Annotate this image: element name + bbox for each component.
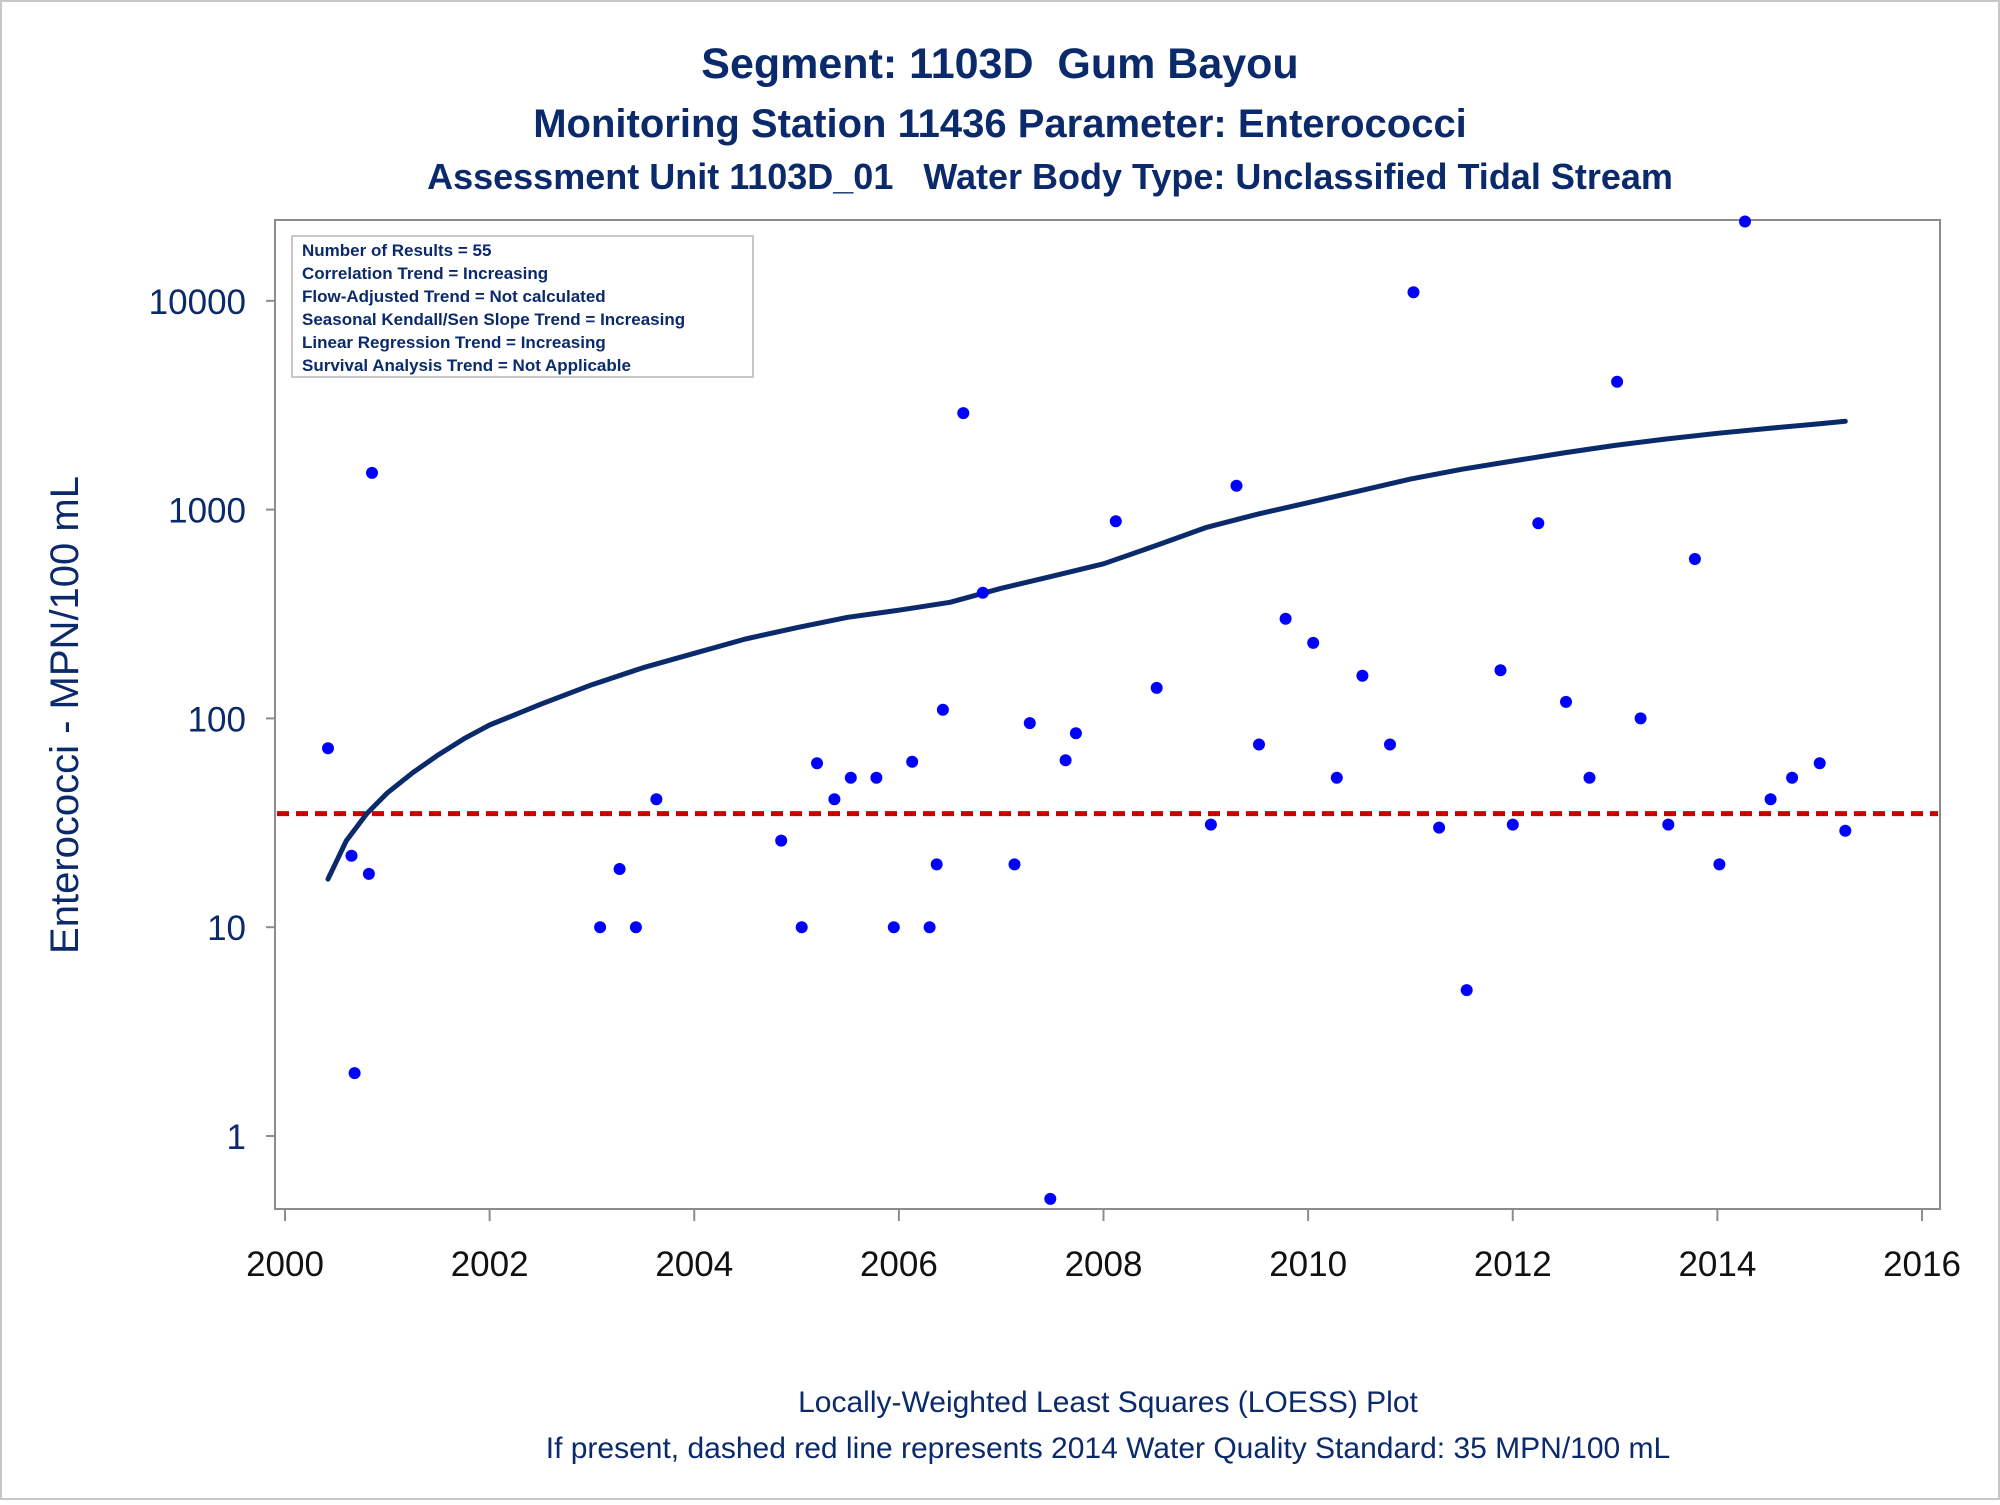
x-tick-label: 2000 bbox=[246, 1245, 324, 1284]
y-tick-label: 100 bbox=[188, 700, 246, 739]
data-point bbox=[923, 921, 936, 934]
data-point bbox=[1713, 858, 1726, 871]
data-point bbox=[1356, 669, 1369, 682]
data-points bbox=[322, 215, 1852, 1205]
data-point bbox=[844, 771, 857, 784]
data-point bbox=[345, 849, 358, 862]
data-point bbox=[1059, 754, 1072, 767]
data-point bbox=[1307, 636, 1320, 649]
data-point bbox=[1813, 757, 1826, 770]
x-axis: 2000 2002 2004 2006 2008 2010 2012 2014 2016 bbox=[246, 1209, 1961, 1284]
legend-line-4: Seasonal Kendall/Sen Slope Trend = Incre… bbox=[302, 310, 685, 329]
data-point bbox=[1583, 771, 1596, 784]
data-point bbox=[976, 586, 989, 599]
data-point bbox=[1230, 479, 1243, 492]
data-point bbox=[1662, 818, 1675, 831]
x-tick-label: 2004 bbox=[655, 1245, 733, 1284]
data-point bbox=[1560, 695, 1572, 708]
y-tick-label: 1 bbox=[227, 1118, 246, 1157]
data-point bbox=[366, 466, 378, 479]
data-point bbox=[1407, 286, 1420, 299]
data-point bbox=[1150, 681, 1163, 694]
data-point bbox=[957, 407, 970, 420]
legend-line-5: Linear Regression Trend = Increasing bbox=[302, 333, 606, 352]
data-point bbox=[362, 867, 375, 880]
x-tick-label: 2010 bbox=[1269, 1245, 1347, 1284]
data-point bbox=[348, 1067, 361, 1080]
data-point bbox=[1494, 664, 1507, 677]
data-point bbox=[1634, 712, 1647, 725]
data-point bbox=[870, 771, 883, 784]
y-tick-label: 10 bbox=[207, 909, 246, 948]
data-point bbox=[650, 793, 663, 806]
x-tick-label: 2016 bbox=[1883, 1245, 1961, 1284]
data-point bbox=[1204, 818, 1217, 831]
data-point bbox=[775, 834, 788, 847]
data-point bbox=[629, 921, 642, 934]
data-point bbox=[1253, 738, 1265, 751]
data-point bbox=[1109, 515, 1122, 528]
legend-line-1: Number of Results = 55 bbox=[302, 241, 491, 260]
legend-line-2: Correlation Trend = Increasing bbox=[302, 264, 548, 283]
data-point bbox=[1532, 517, 1545, 530]
legend-line-3: Flow-Adjusted Trend = Not calculated bbox=[302, 287, 606, 306]
y-axis: 1 10 100 1000 10000 bbox=[149, 283, 276, 1157]
data-point bbox=[1460, 984, 1473, 997]
data-point bbox=[1839, 824, 1852, 837]
data-point bbox=[811, 757, 823, 770]
chart-subtitle: Monitoring Station 11436 Parameter: Ente… bbox=[533, 102, 1467, 146]
chart-title: Segment: 1103D Gum Bayou bbox=[701, 40, 1298, 88]
data-point bbox=[1786, 771, 1799, 784]
chart-subtitle-2: Assessment Unit 1103D_01 Water Body Type… bbox=[427, 156, 1673, 197]
loess-curve bbox=[325, 418, 1848, 882]
loess-line bbox=[325, 418, 1848, 882]
data-point bbox=[906, 755, 919, 768]
data-point bbox=[1279, 612, 1292, 625]
x-tick-label: 2006 bbox=[860, 1245, 938, 1284]
y-axis-label: Enterococci - MPN/100 mL bbox=[43, 476, 87, 954]
x-tick-label: 2008 bbox=[1065, 1245, 1143, 1284]
x-tick-label: 2014 bbox=[1678, 1245, 1756, 1284]
x-tick-label: 2002 bbox=[451, 1245, 529, 1284]
legend-box bbox=[291, 235, 754, 378]
data-point bbox=[322, 742, 334, 755]
y-tick-label: 10000 bbox=[149, 283, 246, 322]
data-point bbox=[1688, 553, 1701, 565]
data-point bbox=[1069, 727, 1082, 740]
data-point bbox=[1330, 771, 1343, 784]
data-point bbox=[1764, 793, 1777, 806]
data-point bbox=[1023, 717, 1036, 730]
data-point bbox=[1739, 215, 1751, 228]
data-point bbox=[1008, 858, 1021, 871]
data-point bbox=[1611, 375, 1624, 388]
data-point bbox=[1506, 818, 1519, 831]
data-point bbox=[795, 921, 808, 934]
x-tick-label: 2012 bbox=[1474, 1245, 1552, 1284]
data-point bbox=[828, 793, 841, 806]
data-point bbox=[1044, 1192, 1057, 1205]
data-point bbox=[930, 858, 943, 871]
legend-line-6: Survival Analysis Trend = Not Applicable bbox=[302, 356, 631, 375]
trend-legend: Number of Results = 55 Correlation Trend… bbox=[291, 235, 754, 378]
data-point bbox=[936, 703, 949, 716]
data-point bbox=[887, 921, 900, 934]
y-tick-label: 1000 bbox=[168, 492, 246, 531]
data-point bbox=[1384, 738, 1396, 751]
data-point bbox=[1433, 821, 1446, 834]
plot-area bbox=[274, 219, 1941, 1210]
data-point bbox=[613, 863, 626, 875]
data-point bbox=[594, 921, 607, 934]
footer-line-1: Locally-Weighted Least Squares (LOESS) P… bbox=[798, 1386, 1418, 1419]
footer-line-2: If present, dashed red line represents 2… bbox=[546, 1432, 1671, 1465]
